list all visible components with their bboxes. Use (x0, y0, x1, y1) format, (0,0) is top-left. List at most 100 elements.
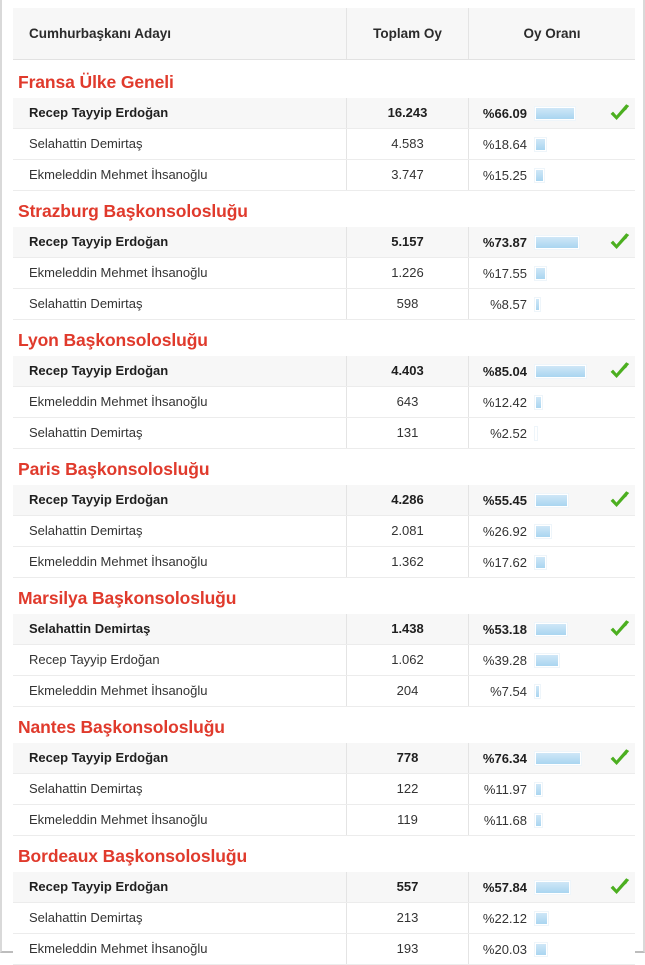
candidate-name: Recep Tayyip Erdoğan (13, 227, 347, 257)
vote-ratio-bar-track (527, 516, 605, 546)
vote-ratio-bar-track (527, 387, 605, 417)
vote-ratio-bar-track (527, 743, 605, 773)
vote-ratio-bar (533, 492, 570, 508)
table-row: Ekmeleddin Mehmet İhsanoğlu 3.747 %15.25 (13, 160, 635, 191)
total-votes-value: 643 (347, 387, 469, 417)
candidate-name: Ekmeleddin Mehmet İhsanoğlu (13, 547, 347, 577)
candidate-name: Selahattin Demirtaş (13, 129, 347, 159)
candidate-name: Recep Tayyip Erdoğan (13, 743, 347, 773)
vote-ratio-value: %85.04 (482, 363, 527, 379)
results-section: Bordeaux Başkonsolosluğu Recep Tayyip Erd… (13, 836, 635, 965)
vote-ratio-cell: %17.62 (469, 547, 635, 577)
table-row: Ekmeleddin Mehmet İhsanoğlu 193 %20.03 (13, 934, 635, 965)
total-votes-value: 4.286 (347, 485, 469, 515)
section-title: Marsilya Başkonsolosluğu (18, 588, 237, 608)
winner-check-cell (605, 98, 635, 128)
vote-ratio-bar (533, 781, 544, 797)
candidate-name: Selahattin Demirtaş (13, 614, 347, 644)
check-icon (610, 104, 630, 120)
results-section: Strazburg Başkonsolosluğu Recep Tayyip Er… (13, 191, 635, 320)
vote-ratio-value: %57.84 (482, 879, 527, 895)
vote-ratio-cell: %12.42 (469, 387, 635, 417)
vote-ratio-bar (533, 523, 553, 539)
winner-check-cell (605, 614, 635, 644)
total-votes-value: 2.081 (347, 516, 469, 546)
winner-check-cell (605, 289, 635, 319)
total-votes-value: 204 (347, 676, 469, 706)
vote-ratio-bar (534, 105, 576, 121)
vote-ratio-value: %39.28 (482, 652, 527, 668)
total-votes-value: 1.226 (347, 258, 469, 288)
candidate-name: Recep Tayyip Erdoğan (13, 872, 347, 902)
section-title: Nantes Başkonsolosluğu (18, 717, 225, 737)
table-row: Ekmeleddin Mehmet İhsanoğlu 643 %12.42 (13, 387, 635, 418)
vote-ratio-cell: %7.54 (469, 676, 635, 706)
total-votes-value: 4.403 (347, 356, 469, 386)
total-votes-value: 193 (347, 934, 469, 964)
vote-ratio-bar (534, 750, 582, 766)
table-row: Ekmeleddin Mehmet İhsanoğlu 119 %11.68 (13, 805, 635, 836)
vote-ratio-cell: %22.12 (469, 903, 635, 933)
vote-ratio-bar (533, 394, 544, 410)
candidate-name: Ekmeleddin Mehmet İhsanoğlu (13, 160, 347, 190)
winner-check-cell (605, 805, 635, 835)
table-row: Recep Tayyip Erdoğan 557 %57.84 (13, 872, 635, 903)
check-icon (610, 491, 630, 507)
vote-ratio-value: %66.09 (482, 105, 527, 121)
vote-ratio-bar (534, 554, 547, 570)
section-title: Bordeaux Başkonsolosluğu (18, 846, 248, 866)
candidate-name: Ekmeleddin Mehmet İhsanoğlu (13, 676, 347, 706)
vote-ratio-value: %17.62 (482, 554, 527, 570)
winner-check-cell (605, 418, 635, 448)
vote-ratio-cell: %85.04 (469, 356, 635, 386)
vote-ratio-value: %22.12 (482, 910, 527, 926)
vote-ratio-bar-track (527, 289, 605, 319)
winner-check-cell (605, 160, 635, 190)
vote-ratio-bar-track (527, 903, 605, 933)
vote-ratio-value: %73.87 (482, 234, 527, 250)
total-votes-value: 5.157 (347, 227, 469, 257)
vote-ratio-value: %11.68 (483, 812, 527, 828)
winner-check-cell (605, 356, 635, 386)
vote-ratio-value: %11.97 (483, 781, 527, 797)
vote-ratio-cell: %39.28 (469, 645, 635, 675)
check-icon (610, 233, 630, 249)
vote-ratio-value: %7.54 (490, 683, 527, 699)
vote-ratio-cell: %2.52 (469, 418, 635, 448)
vote-ratio-bar (534, 425, 538, 441)
column-header-total-votes: Toplam Oy (347, 8, 469, 59)
table-row: Ekmeleddin Mehmet İhsanoğlu 1.362 %17.62 (13, 547, 635, 578)
vote-ratio-cell: %26.92 (469, 516, 635, 546)
check-icon (610, 620, 630, 636)
total-votes-value: 3.747 (347, 160, 469, 190)
total-votes-value: 1.362 (347, 547, 469, 577)
candidate-name: Selahattin Demirtaş (13, 903, 347, 933)
vote-ratio-bar-track (527, 645, 605, 675)
vote-ratio-bar (533, 136, 548, 152)
table-row: Selahattin Demirtaş 598 %8.57 (13, 289, 635, 320)
vote-ratio-bar-track (527, 356, 605, 386)
winner-check-cell (605, 387, 635, 417)
total-votes-value: 16.243 (347, 98, 469, 128)
vote-ratio-value: %12.42 (482, 394, 527, 410)
vote-ratio-value: %53.18 (482, 621, 527, 637)
vote-ratio-bar (534, 652, 560, 668)
winner-check-cell (605, 129, 635, 159)
winner-check-cell (605, 774, 635, 804)
vote-ratio-cell: %17.55 (469, 258, 635, 288)
results-section: Paris Başkonsolosluğu Recep Tayyip Erdoğa… (13, 449, 635, 578)
table-row: Selahattin Demirtaş 213 %22.12 (13, 903, 635, 934)
election-results-table: Cumhurbaşkanı Adayı Toplam Oy Oy Oranı F… (13, 8, 635, 965)
vote-ratio-bar-track (527, 676, 605, 706)
results-section: Lyon Başkonsolosluğu Recep Tayyip Erdoğan… (13, 320, 635, 449)
candidate-name: Ekmeleddin Mehmet İhsanoğlu (13, 934, 347, 964)
candidate-name: Recep Tayyip Erdoğan (13, 645, 347, 675)
vote-ratio-cell: %15.25 (469, 160, 635, 190)
vote-ratio-cell: %66.09 (469, 98, 635, 128)
results-section: Fransa Ülke Geneli Recep Tayyip Erdoğan 16… (13, 60, 635, 191)
vote-ratio-bar-track (527, 805, 605, 835)
check-icon (610, 362, 630, 378)
candidate-name: Selahattin Demirtaş (13, 774, 347, 804)
table-row: Recep Tayyip Erdoğan 16.243 %66.09 (13, 98, 635, 129)
vote-ratio-bar-track (527, 872, 605, 902)
